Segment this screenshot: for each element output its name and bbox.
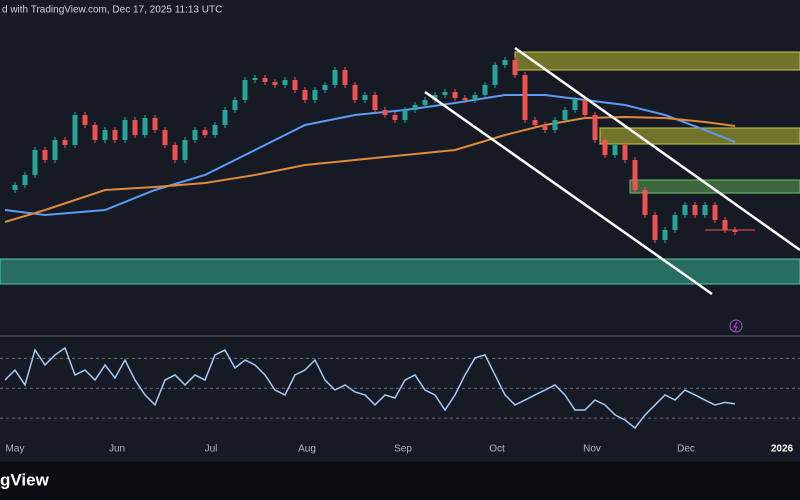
zone [629, 179, 800, 194]
candle [52, 140, 58, 160]
candle [502, 60, 508, 65]
candle [482, 85, 488, 95]
brand: gView [0, 470, 50, 489]
candle [522, 75, 528, 120]
x-tick-label: 2026 [771, 444, 794, 455]
candle [492, 65, 498, 85]
candle [392, 115, 398, 120]
candle [322, 85, 328, 90]
candle [402, 110, 408, 120]
candle [242, 80, 248, 100]
zone [0, 258, 800, 285]
candle [312, 90, 318, 100]
candle [562, 110, 568, 120]
event-icon [729, 319, 743, 333]
x-tick-label: Sep [394, 444, 412, 455]
candle [362, 95, 368, 100]
candle [432, 95, 438, 100]
x-tick-label: Aug [298, 444, 316, 455]
x-tick-label: Nov [583, 444, 601, 455]
candle [252, 78, 258, 80]
event-icon [733, 321, 738, 332]
candle [732, 230, 738, 232]
zone [514, 51, 800, 71]
x-tick-label: May [6, 444, 25, 455]
candle [652, 215, 658, 240]
candle [272, 82, 278, 85]
candle [122, 120, 128, 140]
candle [602, 140, 608, 155]
candle [512, 60, 518, 75]
candle [62, 140, 68, 145]
rsi-line [4, 346, 736, 429]
candle [582, 100, 588, 115]
channel-line [424, 90, 713, 296]
x-tick-label: Jun [109, 444, 125, 455]
moving-average [4, 115, 736, 223]
candle [92, 125, 98, 140]
candle [172, 145, 178, 160]
candle [442, 92, 448, 95]
candle [372, 95, 378, 110]
candle [572, 100, 578, 110]
candle [612, 145, 618, 155]
candle [132, 120, 138, 135]
footer-bar [0, 462, 800, 500]
candle [232, 100, 238, 110]
candle [542, 125, 548, 130]
candle [382, 110, 388, 115]
candle [162, 130, 168, 145]
candle [212, 125, 218, 135]
candle [672, 215, 678, 230]
x-tick-label: Dec [677, 444, 695, 455]
candle [662, 230, 668, 240]
candle [452, 92, 458, 98]
candle [692, 205, 698, 215]
candle [142, 118, 148, 135]
candle [42, 150, 48, 160]
candle [332, 70, 338, 85]
candle [712, 205, 718, 220]
candle [192, 130, 198, 140]
candle [32, 150, 38, 175]
candle [72, 115, 78, 145]
channel-line [514, 46, 800, 252]
candle [302, 90, 308, 100]
candle [622, 145, 628, 160]
candle [102, 130, 108, 140]
candle [722, 220, 728, 230]
header: d with TradingView.com, Dec 17, 2025 11:… [2, 5, 222, 16]
candle [592, 115, 598, 140]
candle [22, 175, 28, 185]
candle [12, 185, 18, 190]
candle [202, 130, 208, 135]
candle [352, 85, 358, 100]
candle [292, 80, 298, 90]
candle [472, 95, 478, 100]
x-tick-label: Jul [205, 444, 218, 455]
x-tick-label: Oct [489, 444, 505, 455]
candle [642, 190, 648, 215]
candle [462, 98, 468, 100]
candle [552, 120, 558, 130]
candle [422, 100, 428, 105]
candle [222, 110, 228, 125]
candle [152, 118, 158, 130]
candle [682, 205, 688, 215]
candle [182, 140, 188, 160]
candle [702, 205, 708, 215]
candle [412, 105, 418, 110]
candle [82, 115, 88, 125]
candle [632, 160, 638, 190]
candle [342, 70, 348, 85]
candle [282, 80, 288, 85]
candle [262, 78, 268, 82]
candle [112, 130, 118, 140]
candle [532, 120, 538, 125]
